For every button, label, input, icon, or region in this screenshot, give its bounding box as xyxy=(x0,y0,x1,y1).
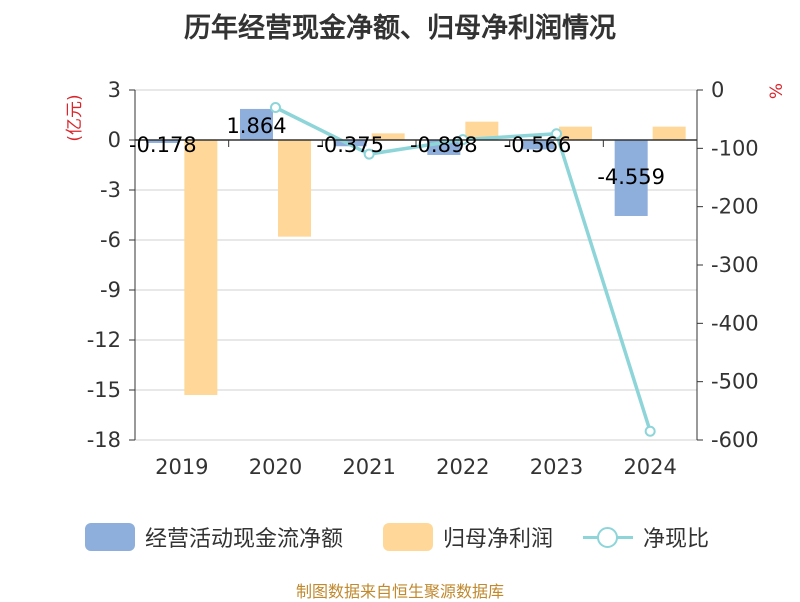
ratio-point xyxy=(363,148,375,160)
bar-net-profit xyxy=(278,140,311,237)
bar-net-profit xyxy=(465,121,499,140)
right-tick-label: -400 xyxy=(711,311,759,335)
x-tick-label: 2023 xyxy=(530,455,583,479)
left-tick-label: 0 xyxy=(108,128,121,152)
bar-net-profit xyxy=(652,126,686,140)
right-tick-label: 0 xyxy=(711,78,724,102)
bar-cashflow xyxy=(240,108,273,140)
legend-label-ratio: 净现比 xyxy=(643,527,710,552)
axes: 3 0 -3 -6 -9 -12 -15 -18 0 -100 -200 -300 -400 -500 -6… xyxy=(65,78,787,479)
right-tick-label: -500 xyxy=(711,370,759,394)
data-label-cashflow: -4.559 xyxy=(597,165,665,189)
data-label-cashflow: -0.566 xyxy=(504,133,572,157)
data-label-cashflow: -0.178 xyxy=(129,133,197,157)
legend-item-cashflow[interactable]: 经营活动现金流净额 xyxy=(85,517,343,557)
x-tick-label: 2021 xyxy=(342,455,395,479)
left-tick-label: -12 xyxy=(87,328,121,352)
right-tick-label: -300 xyxy=(711,253,759,277)
legend-swatch-net-profit xyxy=(383,523,433,551)
legend-item-net-profit[interactable]: 归母净利润 xyxy=(383,517,553,557)
ratio-point xyxy=(270,102,281,113)
right-tick-label: -600 xyxy=(711,428,759,452)
data-label-cashflow: -0.375 xyxy=(316,133,384,157)
left-tick-label: -15 xyxy=(87,378,121,402)
ratio-point xyxy=(551,128,562,140)
bar-net-profit xyxy=(371,133,405,140)
right-tick-label: -200 xyxy=(711,195,759,219)
x-tick-label: 2022 xyxy=(436,455,489,479)
bar-net-profit xyxy=(559,126,592,140)
bar-cashflow xyxy=(521,140,554,150)
legend-line-ratio xyxy=(583,523,633,551)
chart-title: 历年经营现金净额、归母净利润情况 xyxy=(184,13,616,44)
data-labels: -0.178 1.864 -0.375 -0.898 -0.566 -4.559 xyxy=(129,114,665,189)
right-tick-label: -100 xyxy=(711,136,759,160)
legend-label-cashflow: 经营活动现金流净额 xyxy=(145,527,344,552)
data-label-cashflow: 1.864 xyxy=(226,114,286,138)
left-tick-label: 3 xyxy=(108,78,121,102)
legend-label-net-profit: 归母净利润 xyxy=(443,527,554,552)
bar-net-profit xyxy=(184,140,218,395)
source-note: 制图数据来自恒生聚源数据库 xyxy=(295,582,504,601)
x-tick-label: 2020 xyxy=(249,455,302,479)
x-tick-label: 2024 xyxy=(623,455,676,479)
left-tick-label: -3 xyxy=(100,178,121,202)
left-tick-label: -18 xyxy=(87,428,121,452)
legend: 经营活动现金流净额 归母净利润 净现比 xyxy=(0,517,800,557)
legend-item-ratio[interactable]: 净现比 xyxy=(583,517,709,557)
data-label-cashflow: -0.898 xyxy=(410,133,478,157)
bars xyxy=(146,108,686,395)
legend-swatch-cashflow xyxy=(85,523,135,551)
left-axis-unit: (亿元) xyxy=(65,94,85,141)
x-tick-label: 2019 xyxy=(155,455,208,479)
left-tick-label: -6 xyxy=(100,228,121,252)
left-tick-label: -9 xyxy=(100,278,121,302)
bar-cashflow xyxy=(614,140,648,216)
bar-cashflow xyxy=(146,140,180,143)
right-axis-unit: % xyxy=(767,83,787,99)
ratio-point xyxy=(644,425,656,437)
